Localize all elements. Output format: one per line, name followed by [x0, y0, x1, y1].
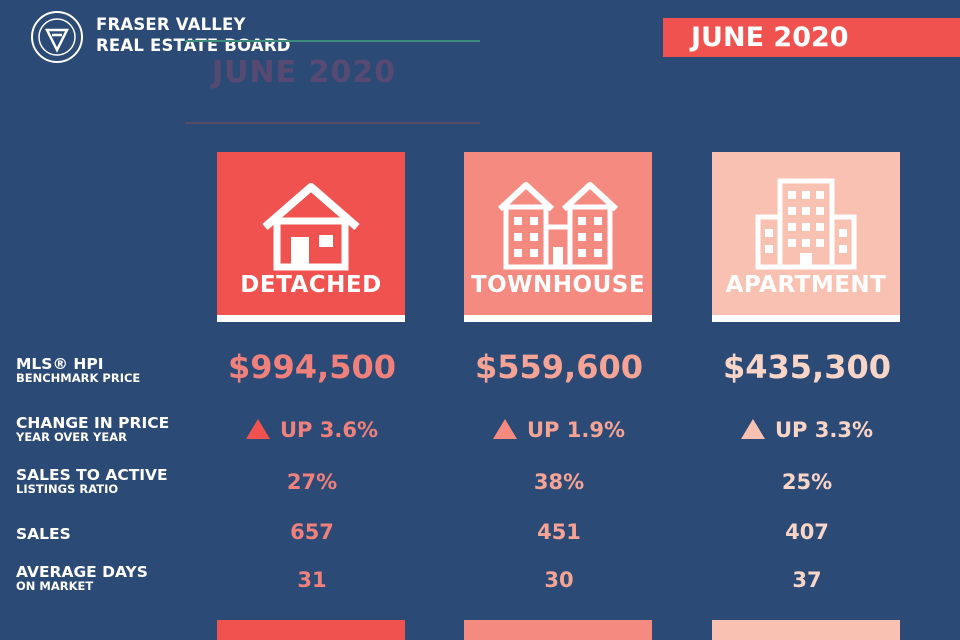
up-triangle-icon — [493, 419, 517, 439]
card-apartment: APARTMENT — [712, 152, 900, 322]
up-triangle-icon — [741, 419, 765, 439]
row-label-ratio-line2: LISTINGS RATIO — [16, 482, 119, 496]
date-banner: JUNE 2020 — [663, 18, 960, 57]
ghost-date-text: JUNE 2020 — [212, 55, 397, 90]
dom-detached: 31 — [297, 568, 327, 592]
row-label-hpi: MLS® HPI BENCHMARK PRICE — [16, 356, 140, 385]
sales-apartment: 407 — [785, 520, 829, 544]
date-banner-text: JUNE 2020 — [691, 22, 849, 53]
header-rule-bottom — [185, 122, 480, 124]
card-label-apartment: APARTMENT — [725, 272, 887, 298]
card-townhouse: TOWNHOUSE — [464, 152, 652, 322]
sales-townhouse: 451 — [537, 520, 581, 544]
up-triangle-icon — [246, 419, 270, 439]
org-name-line1: FRASER VALLEY — [96, 15, 246, 34]
card-label-detached: DETACHED — [240, 272, 382, 298]
apartment-icon — [755, 178, 857, 270]
card-detached: DETACHED — [217, 152, 405, 322]
row-label-sales-line1: SALES — [16, 525, 71, 543]
ratio-detached: 27% — [286, 470, 338, 494]
house-icon — [262, 183, 360, 271]
bottom-block-townhouse — [464, 620, 652, 640]
row-label-sales: SALES — [16, 526, 71, 542]
change-townhouse: UP 1.9% — [464, 418, 654, 442]
townhouse-icon — [497, 182, 619, 270]
hpi-townhouse: $559,600 — [474, 348, 643, 386]
hpi-detached: $994,500 — [227, 348, 396, 386]
row-label-ratio-line1: SALES TO ACTIVE — [16, 466, 168, 484]
change-detached: UP 3.6% — [217, 418, 407, 442]
ratio-apartment: 25% — [781, 470, 833, 494]
change-apartment-text: UP 3.3% — [775, 418, 873, 442]
bottom-block-detached — [217, 620, 405, 640]
row-label-hpi-line2: BENCHMARK PRICE — [16, 371, 141, 385]
card-label-townhouse: TOWNHOUSE — [470, 272, 646, 298]
header-rule-top — [185, 40, 480, 42]
row-label-dom-line2: ON MARKET — [16, 579, 94, 593]
row-label-dom: AVERAGE DAYS ON MARKET — [16, 564, 148, 593]
row-label-change-line1: CHANGE IN PRICE — [16, 414, 170, 432]
hpi-apartment: $435,300 — [722, 348, 891, 386]
row-label-ratio: SALES TO ACTIVE LISTINGS RATIO — [16, 467, 168, 496]
row-label-dom-line1: AVERAGE DAYS — [16, 563, 148, 581]
org-name: FRASER VALLEY REAL ESTATE BOARD — [96, 14, 291, 56]
dom-apartment: 37 — [792, 568, 822, 592]
change-townhouse-text: UP 1.9% — [527, 418, 625, 442]
row-label-change: CHANGE IN PRICE YEAR OVER YEAR — [16, 415, 169, 444]
bottom-block-apartment — [712, 620, 900, 640]
row-label-change-line2: YEAR OVER YEAR — [16, 430, 127, 444]
sales-detached: 657 — [290, 520, 334, 544]
row-label-hpi-line1: MLS® HPI — [16, 355, 104, 373]
ratio-townhouse: 38% — [533, 470, 585, 494]
fvreb-logo — [31, 11, 83, 63]
org-name-line2: REAL ESTATE BOARD — [96, 36, 291, 55]
change-apartment: UP 3.3% — [712, 418, 902, 442]
dom-townhouse: 30 — [544, 568, 574, 592]
change-detached-text: UP 3.6% — [280, 418, 378, 442]
